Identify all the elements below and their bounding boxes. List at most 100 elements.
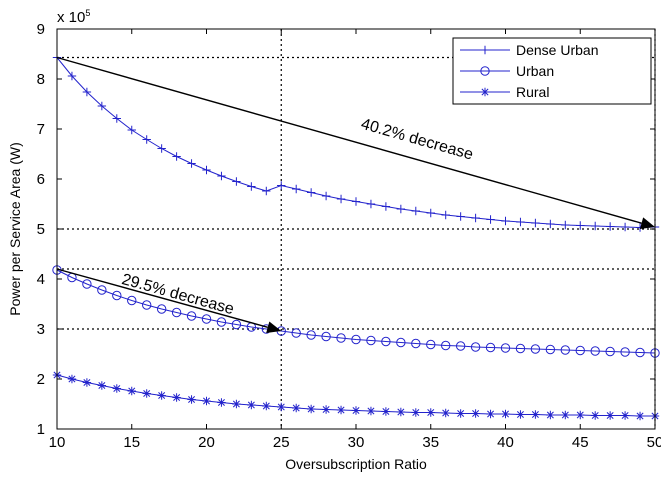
x-tick-label: 35 — [422, 434, 439, 451]
data-point — [351, 406, 361, 415]
annotation-arrow-shaft — [56, 268, 268, 328]
legend-marker — [480, 45, 490, 55]
y-tick-label: 9 — [37, 21, 45, 38]
data-point — [277, 402, 286, 412]
data-point — [112, 290, 122, 301]
annotation-arrow-head — [266, 321, 282, 334]
data-point — [127, 295, 137, 306]
y-tick-label: 1 — [37, 421, 45, 438]
data-point — [591, 411, 600, 420]
data-point — [501, 409, 510, 419]
data-point — [620, 222, 630, 232]
data-point — [411, 206, 420, 216]
legend-label: Dense Urban — [516, 42, 599, 58]
y-tick-label: 5 — [37, 221, 45, 238]
data-point — [97, 381, 107, 390]
data-point — [546, 410, 555, 420]
data-point — [411, 338, 421, 349]
data-point — [515, 343, 526, 354]
data-point — [172, 393, 181, 402]
data-point — [112, 384, 121, 393]
y-tick-label: 8 — [37, 71, 45, 88]
data-point — [321, 191, 331, 201]
data-point — [470, 342, 481, 352]
legend-label: Urban — [516, 63, 554, 79]
data-point — [576, 221, 585, 230]
x-axis: 10 15 20 25 30 35 40 45 50 — [49, 29, 661, 451]
data-point — [217, 171, 226, 181]
data-point — [456, 212, 465, 221]
data-point — [187, 159, 196, 168]
data-point — [486, 215, 495, 224]
data-point — [546, 219, 555, 229]
data-point — [336, 333, 346, 343]
data-point — [455, 341, 466, 351]
data-point — [516, 217, 525, 227]
data-point — [202, 396, 211, 406]
data-point — [217, 398, 226, 407]
series-layer — [52, 53, 660, 421]
data-point — [306, 188, 316, 197]
data-point — [232, 399, 241, 409]
data-point — [590, 346, 600, 356]
data-point — [501, 216, 510, 226]
annotation-arrow-head — [639, 217, 655, 229]
data-point — [620, 411, 630, 420]
data-point — [82, 378, 92, 387]
legend-label: Rural — [516, 84, 549, 100]
data-point — [336, 405, 346, 415]
data-point — [172, 152, 181, 161]
annotation-arrow-shaft — [56, 56, 642, 224]
data-point — [591, 221, 600, 231]
x-tick-label: 30 — [348, 434, 365, 451]
data-point — [485, 342, 496, 353]
data-point — [366, 199, 376, 209]
data-point — [336, 194, 346, 204]
x-tick-label: 15 — [123, 434, 140, 451]
data-point — [441, 408, 450, 418]
x-tick-label: 10 — [49, 434, 66, 451]
data-point — [381, 336, 391, 347]
data-point — [112, 114, 121, 123]
data-point — [471, 409, 480, 418]
data-point — [202, 165, 211, 175]
data-point — [216, 317, 227, 327]
data-point — [366, 406, 376, 416]
data-point — [82, 279, 92, 289]
y-tick-label: 2 — [37, 371, 45, 388]
data-point — [426, 408, 435, 417]
data-point — [635, 347, 645, 358]
data-point — [247, 400, 256, 410]
data-point — [381, 202, 391, 211]
data-point — [605, 411, 615, 420]
data-point — [321, 331, 331, 342]
data-point — [277, 181, 286, 190]
data-point — [351, 334, 361, 345]
data-point — [411, 408, 420, 417]
data-point — [306, 404, 316, 414]
data-point — [471, 213, 480, 223]
legend-marker — [480, 66, 490, 76]
data-point — [561, 220, 570, 230]
data-point — [456, 409, 465, 418]
data-point — [530, 344, 541, 354]
x-tick-label: 40 — [497, 434, 514, 451]
data-point — [97, 285, 107, 295]
data-point — [531, 218, 540, 228]
data-point — [545, 344, 556, 355]
legend-entry: Urban — [460, 63, 554, 79]
data-point — [157, 391, 166, 400]
data-point — [262, 401, 271, 411]
data-point — [142, 389, 151, 398]
y-tick-label: 7 — [37, 121, 45, 138]
data-point — [67, 71, 77, 81]
data-point — [291, 328, 301, 338]
data-point — [156, 304, 167, 314]
data-point — [142, 300, 152, 310]
legend-entry: Dense Urban — [460, 42, 599, 58]
data-point — [97, 101, 107, 111]
series-urban — [52, 265, 660, 358]
data-point — [157, 144, 166, 153]
data-point — [321, 405, 331, 414]
